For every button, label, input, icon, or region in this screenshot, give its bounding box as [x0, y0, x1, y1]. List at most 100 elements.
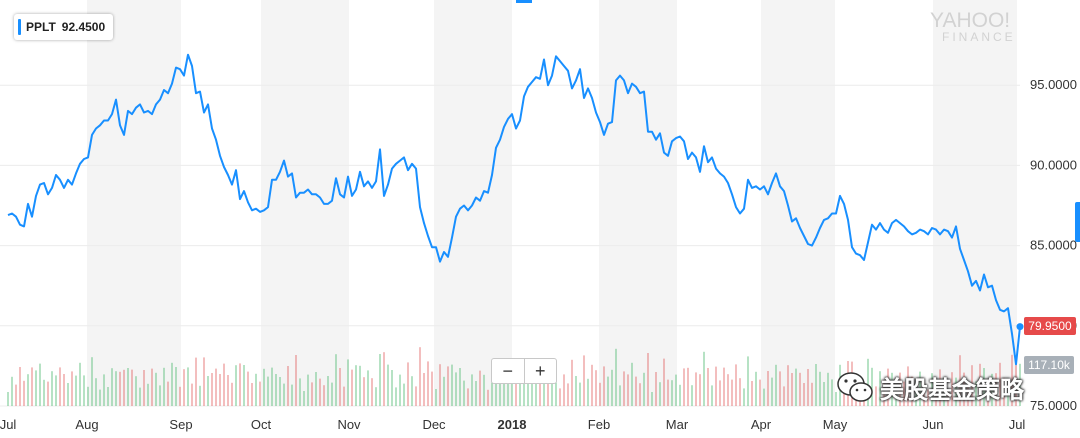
y-tick-label: 75.0000	[1030, 398, 1077, 413]
volume-bar	[111, 368, 113, 406]
volume-bar	[443, 376, 445, 406]
volume-bar	[155, 372, 157, 406]
volume-bar	[43, 379, 45, 406]
volume-bar	[459, 368, 461, 406]
volume-bar	[395, 387, 397, 406]
volume-bar	[935, 385, 937, 406]
volume-bar	[963, 372, 965, 406]
volume-bar	[711, 385, 713, 406]
volume-bar	[747, 356, 749, 406]
x-tick-label: 2018	[498, 417, 527, 432]
volume-bar	[575, 376, 577, 406]
volume-bar	[311, 382, 313, 406]
volume-bar	[247, 371, 249, 406]
x-tick-label: Apr	[751, 417, 772, 432]
volume-bar	[523, 362, 525, 406]
volume-bar	[207, 376, 209, 406]
volume-bar	[191, 383, 193, 406]
volume-bar	[63, 374, 65, 406]
yahoo-finance-watermark: YAHOO! FINANCE	[930, 9, 1016, 44]
volume-bar	[163, 367, 165, 406]
volume-bar	[807, 369, 809, 406]
volume-bar	[239, 363, 241, 406]
volume-bar	[827, 372, 829, 406]
axis-scroll-handle[interactable]	[1075, 202, 1080, 242]
volume-bar	[303, 391, 305, 406]
series-legend[interactable]: PPLT 92.4500	[14, 14, 114, 40]
volume-bar	[939, 369, 941, 406]
volume-bar	[683, 368, 685, 406]
volume-bars	[7, 347, 1021, 406]
volume-bar	[903, 381, 905, 406]
volume-bar	[975, 381, 977, 406]
volume-bar	[139, 387, 141, 406]
volume-bar	[251, 383, 253, 406]
volume-bar	[455, 372, 457, 406]
volume-bar	[983, 368, 985, 406]
x-tick-label: Jul	[1009, 417, 1026, 432]
volume-bar	[511, 372, 513, 406]
month-bands	[87, 0, 1017, 406]
volume-bar	[55, 375, 57, 406]
volume-bar	[435, 389, 437, 406]
volume-bar	[187, 367, 189, 406]
volume-bar	[659, 382, 661, 406]
volume-bar	[535, 380, 537, 406]
volume-bar	[787, 365, 789, 406]
volume-bar	[39, 363, 41, 406]
volume-bar	[731, 379, 733, 406]
volume-bar	[571, 359, 573, 406]
volume-bar	[767, 371, 769, 406]
volume-bar	[487, 389, 489, 406]
volume-bar	[447, 366, 449, 406]
volume-bar	[727, 374, 729, 406]
volume-bar	[483, 374, 485, 406]
volume-bar	[259, 381, 261, 406]
volume-bar	[467, 388, 469, 406]
volume-bar	[635, 376, 637, 406]
x-tick-label: Nov	[337, 417, 361, 432]
volume-bar	[519, 365, 521, 406]
volume-bar	[363, 377, 365, 406]
volume-bar	[123, 369, 125, 406]
volume-bar	[671, 380, 673, 406]
volume-bar	[403, 383, 405, 406]
volume-bar	[967, 381, 969, 406]
volume-bar	[759, 379, 761, 406]
volume-bar	[107, 387, 109, 406]
volume-bar	[91, 357, 93, 406]
volume-bar	[235, 365, 237, 406]
volume-bar	[947, 389, 949, 406]
volume-bar	[23, 380, 25, 406]
volume-bar	[31, 367, 33, 406]
volume-bar	[19, 367, 21, 406]
volume-bar	[631, 362, 633, 406]
volume-bar	[175, 367, 177, 406]
legend-symbol: PPLT	[26, 20, 56, 34]
volume-bar	[151, 368, 153, 406]
zoom-in-button[interactable]: +	[534, 360, 546, 381]
volume-bar	[779, 371, 781, 406]
volume-bar	[159, 385, 161, 406]
volume-bar	[279, 377, 281, 406]
volume-bar	[667, 379, 669, 406]
volume-bar	[887, 368, 889, 406]
volume-bar	[1019, 363, 1021, 406]
zoom-out-button[interactable]: −	[502, 360, 513, 381]
volume-bar	[643, 372, 645, 406]
volume-bar	[703, 351, 705, 406]
volume-bar	[915, 386, 917, 406]
volume-bar	[219, 374, 221, 406]
volume-bar	[775, 364, 777, 406]
volume-bar	[955, 377, 957, 406]
month-band	[761, 0, 835, 406]
volume-bar	[227, 375, 229, 406]
volume-bar	[439, 364, 441, 406]
volume-bar	[619, 385, 621, 406]
y-tick-label: 90.0000	[1030, 157, 1077, 172]
volume-bar	[547, 368, 549, 406]
volume-bar	[35, 370, 37, 406]
volume-bar	[359, 365, 361, 406]
volume-bar	[743, 388, 745, 406]
